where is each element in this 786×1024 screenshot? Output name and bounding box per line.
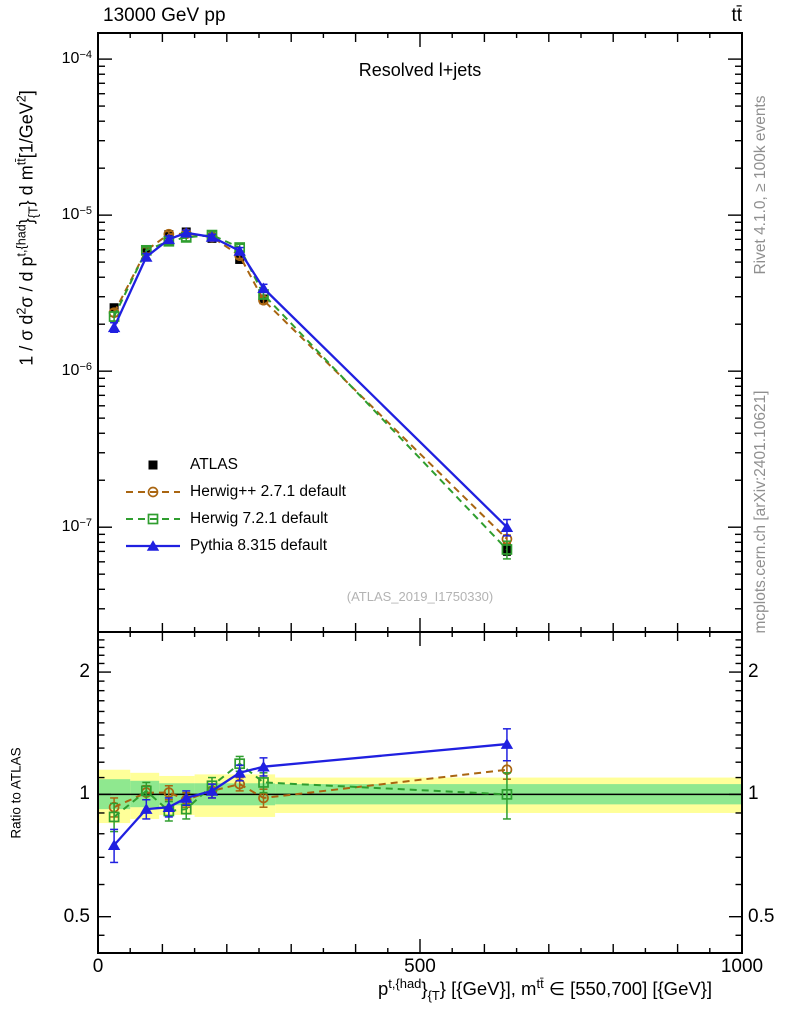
y-tick-base: 10 <box>61 518 80 536</box>
ratio-y-axis-title: Ratio to ATLAS <box>8 747 24 839</box>
marker-filled-triangle <box>162 233 176 245</box>
marker-open-circle <box>258 792 269 804</box>
marker-filled-triangle <box>500 738 514 749</box>
y-tick-label: 10−6 <box>61 361 92 380</box>
y-tick-exponent: −5 <box>79 205 92 218</box>
axis-title-segment: p <box>377 978 389 999</box>
y-axis-title: 1 / σ d2σ / d pt,{had}{T} d mtt̄[1/GeV2] <box>14 90 41 366</box>
ratio-tick-label-left: 2 <box>79 661 90 683</box>
ratio-tick-label-right: 0.5 <box>748 905 775 927</box>
axis-title-segment: 2 <box>14 95 29 103</box>
ratio-tick-label-left: 1 <box>79 783 90 805</box>
axis-title-segment: 2 <box>14 307 29 315</box>
axis-title-segment: {T <box>427 987 440 1003</box>
axis-title-segment: } <box>421 978 428 999</box>
x-axis-title: pt,{had}{T} [{GeV}], mtt̄ ∈ [550,700] [{… <box>377 975 713 1003</box>
axis-ticks <box>97 33 743 953</box>
axis-title-segment: } d m <box>16 165 37 207</box>
x-tick-label: 500 <box>404 956 436 977</box>
marker-open-circle <box>163 787 175 798</box>
marker-filled-triangle <box>146 540 160 551</box>
marker-filled-triangle <box>233 245 246 256</box>
marker-filled-square <box>148 460 158 470</box>
marker-filled-triangle <box>500 521 514 533</box>
series-line <box>113 234 508 551</box>
axis-title-segment: t,{had <box>388 975 422 991</box>
marker-filled-triangle <box>257 760 270 772</box>
axis-title-segment: tt̄ <box>14 158 29 166</box>
marker-filled-triangle <box>107 321 121 333</box>
collider-label: 13000 GeV pp <box>103 5 226 26</box>
marker-open-square <box>140 785 152 797</box>
y-tick-base: 10 <box>61 362 80 380</box>
main-series-atlas <box>109 227 512 556</box>
rivet-credit: Rivet 4.1.0, ≥ 100k events <box>752 95 769 275</box>
marker-open-square <box>258 777 269 788</box>
legend-label-pythia: Pythia 8.315 default <box>190 537 328 554</box>
marker-open-circle <box>147 486 159 498</box>
axis-title-segment: t,{had <box>14 224 29 257</box>
y-tick-label: 10−4 <box>61 49 92 68</box>
marker-open-square <box>108 811 120 823</box>
x-tick-label: 1000 <box>720 956 764 977</box>
axis-title-segment: } [{GeV}], m <box>439 978 537 999</box>
y-tick-exponent: −7 <box>79 517 92 530</box>
ratio-tick-label-right: 2 <box>748 661 759 683</box>
y-tick-base: 10 <box>61 50 80 68</box>
axis-title-segment: σ / d p <box>16 256 37 308</box>
marker-open-square <box>501 544 513 555</box>
marker-filled-triangle <box>257 282 270 294</box>
axis-title-segment: ∈ [550,700] [{GeV}] <box>543 978 713 999</box>
y-tick-base: 10 <box>61 206 80 224</box>
marker-filled-triangle <box>162 801 176 812</box>
marker-filled-triangle <box>140 803 153 814</box>
ratio-tick-label-left: 0.5 <box>63 905 90 927</box>
marker-filled-triangle <box>205 785 219 796</box>
legend-swatches <box>126 460 180 551</box>
marker-filled-triangle <box>180 792 193 803</box>
main-series-pythia <box>107 227 514 537</box>
analysis-watermark: (ATLAS_2019_I1750330) <box>346 589 494 604</box>
axis-title-segment: tt̄ <box>536 975 544 991</box>
ratio-series-pythia <box>107 728 514 864</box>
y-tick-exponent: −6 <box>79 361 92 374</box>
marker-open-square <box>147 513 159 525</box>
marker-open-square <box>501 789 513 800</box>
marker-filled-triangle <box>140 251 153 262</box>
y-tick-exponent: −4 <box>79 49 92 62</box>
process-label: tt̄ <box>731 5 742 26</box>
legend-label-atlas: ATLAS <box>190 456 238 473</box>
marker-filled-triangle <box>233 767 246 778</box>
legend-label-herwigpp: Herwig++ 2.7.1 default <box>190 483 346 500</box>
y-tick-label: 10−5 <box>61 205 92 224</box>
legend-label-herwig7: Herwig 7.2.1 default <box>190 510 328 527</box>
axis-title-segment: [1/GeV <box>16 102 37 159</box>
marker-filled-triangle <box>180 227 193 238</box>
marker-filled-triangle <box>205 231 219 242</box>
ratio-tick-label-right: 1 <box>748 783 759 805</box>
mcplots-credit: mcplots.cern.ch [arXiv:2401.10621] <box>752 390 769 634</box>
y-tick-label: 10−7 <box>61 517 92 536</box>
axis-title-segment: {T <box>26 206 41 219</box>
axis-title-segment: 1 / σ d <box>16 314 37 366</box>
panel-title: Resolved l+jets <box>358 60 482 80</box>
marker-filled-triangle <box>107 839 121 850</box>
x-tick-label: 0 <box>92 956 104 977</box>
